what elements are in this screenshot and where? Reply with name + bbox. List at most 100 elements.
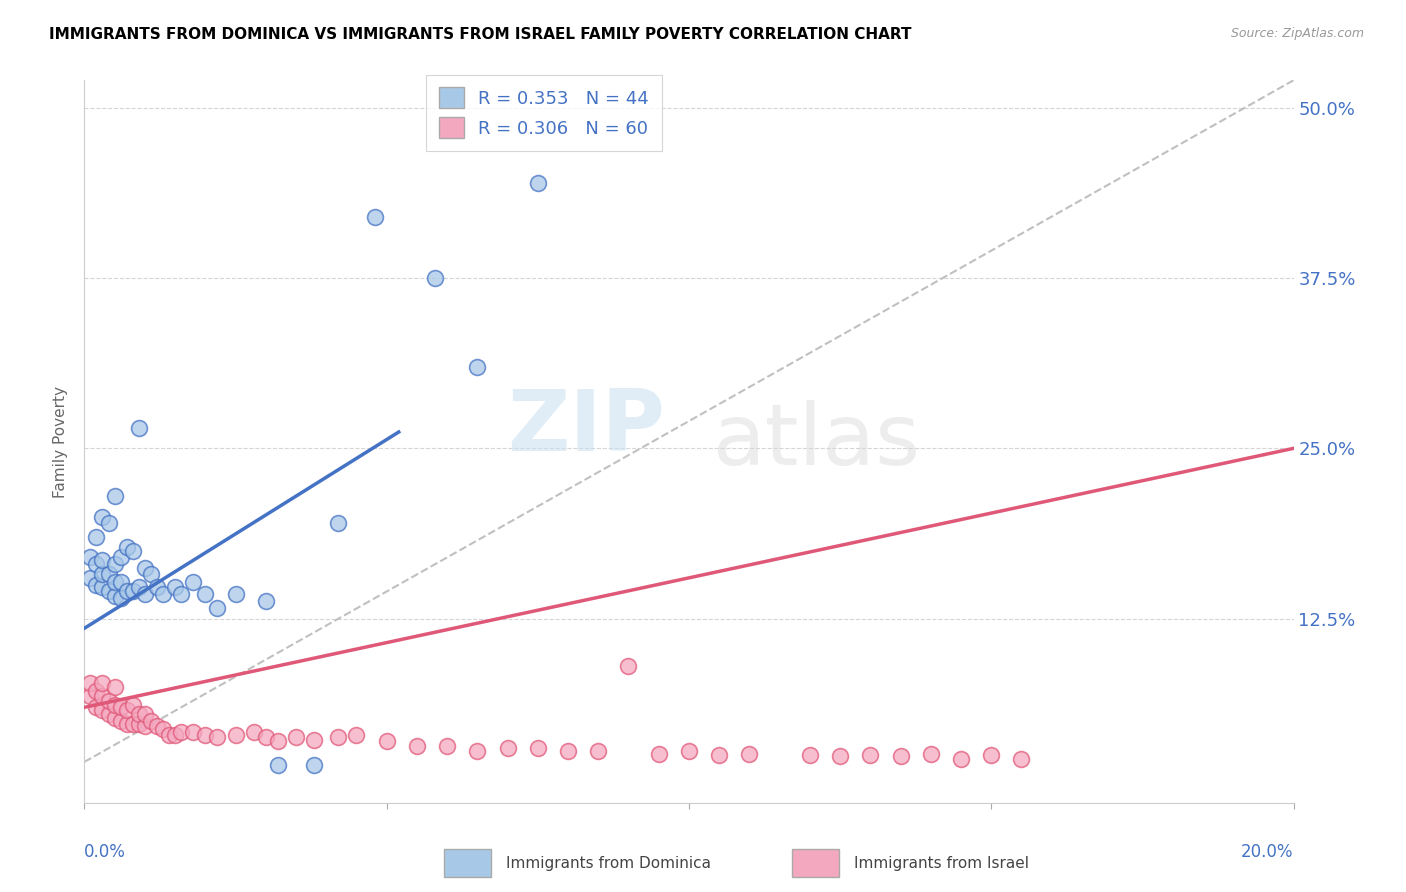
- Point: [104, 698, 127, 712]
- Point: [110, 574, 132, 589]
- Point: [91, 581, 114, 595]
- Text: ZIP: ZIP: [508, 385, 665, 468]
- Point: [97, 566, 120, 581]
- Point: [194, 587, 217, 601]
- Point: [285, 731, 308, 745]
- Point: [115, 584, 138, 599]
- Point: [128, 581, 150, 595]
- Point: [104, 680, 127, 694]
- Point: [254, 731, 277, 745]
- Text: 0.0%: 0.0%: [84, 843, 127, 861]
- Point: [79, 690, 101, 704]
- Point: [121, 716, 143, 731]
- Point: [91, 676, 114, 690]
- Legend: R = 0.353   N = 44, R = 0.306   N = 60: R = 0.353 N = 44, R = 0.306 N = 60: [426, 75, 662, 151]
- Point: [207, 731, 229, 745]
- Point: [738, 747, 761, 761]
- Point: [115, 703, 138, 717]
- Point: [134, 719, 156, 733]
- Point: [181, 725, 204, 739]
- Point: [157, 728, 180, 742]
- Point: [134, 587, 156, 601]
- FancyBboxPatch shape: [793, 849, 838, 877]
- Point: [496, 741, 519, 756]
- Point: [799, 748, 821, 763]
- Point: [110, 700, 132, 714]
- Point: [207, 600, 229, 615]
- Point: [165, 581, 187, 595]
- Point: [225, 728, 247, 742]
- Point: [170, 587, 193, 601]
- Point: [363, 210, 385, 224]
- Point: [86, 577, 108, 591]
- Point: [79, 571, 101, 585]
- Point: [86, 684, 108, 698]
- Point: [617, 659, 640, 673]
- Point: [267, 734, 290, 748]
- Point: [128, 707, 150, 722]
- Point: [859, 748, 882, 763]
- Text: atlas: atlas: [713, 400, 921, 483]
- Point: [254, 594, 277, 608]
- Point: [267, 757, 290, 772]
- Point: [121, 698, 143, 712]
- Point: [97, 707, 120, 722]
- Point: [104, 574, 127, 589]
- Point: [91, 553, 114, 567]
- Point: [423, 271, 446, 285]
- Point: [920, 747, 942, 761]
- Point: [242, 725, 264, 739]
- Point: [709, 748, 731, 763]
- Point: [302, 757, 325, 772]
- Point: [467, 359, 489, 374]
- Point: [91, 703, 114, 717]
- Point: [86, 700, 108, 714]
- Point: [375, 734, 398, 748]
- Point: [152, 722, 174, 736]
- Text: Immigrants from Israel: Immigrants from Israel: [855, 855, 1029, 871]
- Point: [104, 589, 127, 603]
- FancyBboxPatch shape: [444, 849, 491, 877]
- Point: [1011, 752, 1033, 766]
- Text: IMMIGRANTS FROM DOMINICA VS IMMIGRANTS FROM ISRAEL FAMILY POVERTY CORRELATION CH: IMMIGRANTS FROM DOMINICA VS IMMIGRANTS F…: [49, 27, 911, 42]
- Point: [527, 741, 550, 756]
- Point: [97, 693, 120, 707]
- Point: [170, 725, 193, 739]
- Point: [146, 719, 169, 733]
- Point: [91, 690, 114, 704]
- Point: [678, 744, 700, 758]
- Point: [328, 516, 350, 531]
- Point: [91, 566, 114, 581]
- Point: [406, 739, 429, 753]
- Point: [527, 176, 550, 190]
- Point: [110, 550, 132, 565]
- Point: [97, 516, 120, 531]
- Point: [104, 711, 127, 725]
- Point: [115, 540, 138, 554]
- Point: [134, 561, 156, 575]
- Point: [110, 714, 132, 728]
- Point: [225, 587, 247, 601]
- Point: [139, 714, 162, 728]
- Point: [890, 749, 912, 764]
- Point: [128, 716, 150, 731]
- Point: [302, 733, 325, 747]
- Point: [134, 707, 156, 722]
- Y-axis label: Family Poverty: Family Poverty: [53, 385, 69, 498]
- Point: [146, 581, 169, 595]
- Point: [86, 530, 108, 544]
- Point: [110, 591, 132, 606]
- Text: Source: ZipAtlas.com: Source: ZipAtlas.com: [1230, 27, 1364, 40]
- Point: [104, 558, 127, 572]
- Point: [181, 574, 204, 589]
- Point: [165, 728, 187, 742]
- Text: 20.0%: 20.0%: [1241, 843, 1294, 861]
- Point: [115, 716, 138, 731]
- Point: [121, 584, 143, 599]
- Point: [128, 421, 150, 435]
- Point: [950, 752, 973, 766]
- Point: [648, 747, 671, 761]
- Point: [97, 584, 120, 599]
- Point: [152, 587, 174, 601]
- Point: [104, 489, 127, 503]
